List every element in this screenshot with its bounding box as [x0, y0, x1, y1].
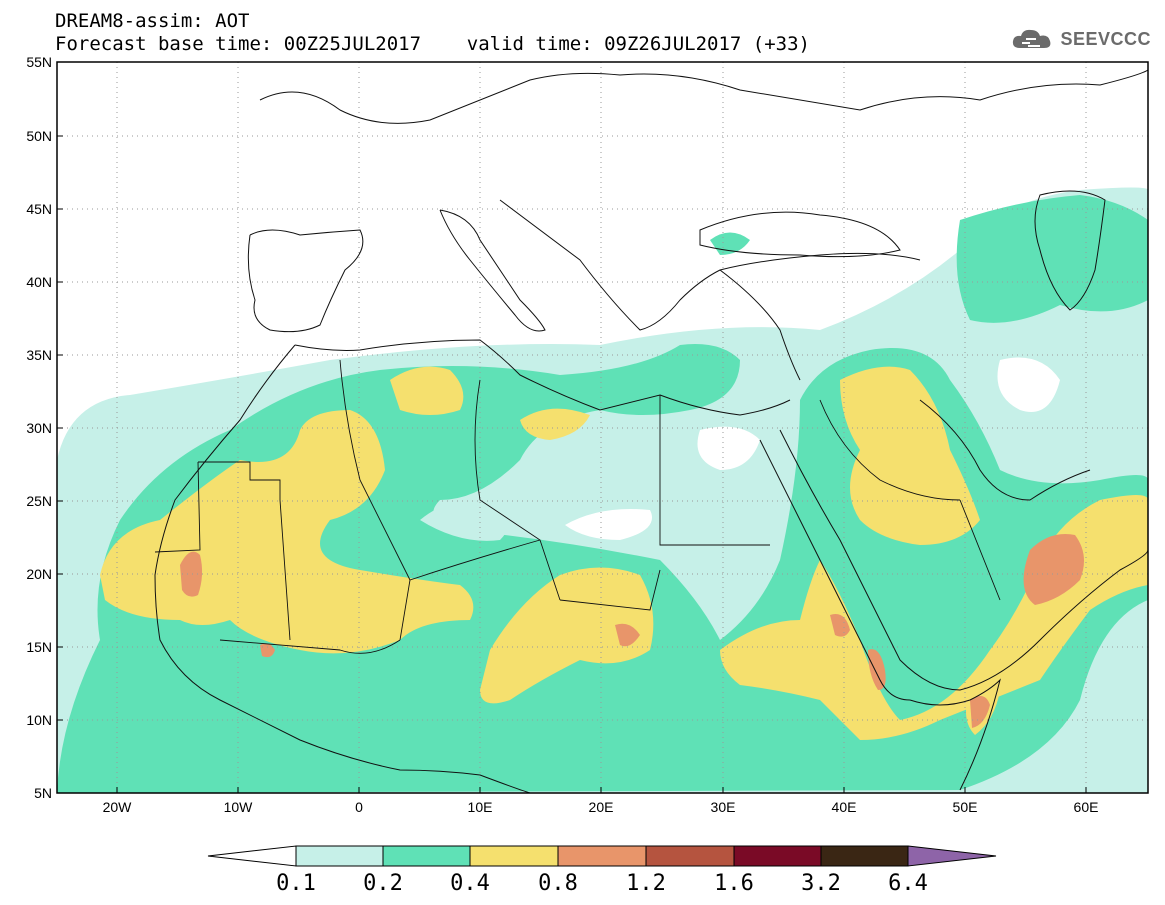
lon-label: 20W — [103, 799, 133, 815]
colorbar-swatch — [820, 845, 909, 867]
lat-label: 10N — [26, 712, 52, 728]
lat-label: 35N — [26, 347, 52, 363]
colorbar-label: 0.8 — [538, 871, 578, 896]
lon-label: 60E — [1074, 799, 1099, 815]
graticule — [57, 62, 1148, 793]
colorbar-swatch — [645, 845, 735, 867]
lat-label: 50N — [26, 128, 52, 144]
colorbar-swatch — [295, 845, 384, 867]
map-title: DREAM8-assim: AOT — [55, 10, 250, 32]
colorbar-label: 1.2 — [626, 871, 666, 896]
lon-label: 40E — [832, 799, 857, 815]
borders — [154, 359, 1001, 654]
lat-label: 55N — [26, 54, 52, 70]
colorbar-swatch — [469, 845, 559, 867]
coastlines — [154, 69, 1148, 793]
colorbar-min-arrow — [207, 845, 297, 867]
logo-text: SEEVCCC — [1060, 28, 1151, 49]
aot-clear-patch — [420, 495, 510, 541]
colorbar-label: 0.1 — [276, 871, 316, 896]
colorbar-label: 0.4 — [450, 871, 490, 896]
cloud-icon — [1013, 29, 1051, 48]
colorbar-label: 0.2 — [363, 871, 403, 896]
colorbar: 0.1 0.2 0.4 0.8 1.2 1.6 3.2 6.4 — [207, 845, 997, 896]
colorbar-swatch — [733, 845, 822, 867]
lat-label: 30N — [26, 420, 52, 436]
colorbar-swatch — [557, 845, 647, 867]
lat-label: 15N — [26, 639, 52, 655]
lon-label: 0 — [355, 799, 363, 815]
colorbar-label: 6.4 — [888, 871, 928, 896]
lon-labels: 20W 10W 0 10E 20E 30E 40E 50E 60E — [103, 799, 1099, 815]
lat-label: 45N — [26, 201, 52, 217]
axis-ticks — [57, 61, 1087, 794]
lat-labels: 55N 50N 45N 40N 35N 30N 25N 20N 15N 10N … — [26, 54, 52, 801]
colorbar-swatch — [382, 845, 471, 867]
lat-label: 5N — [34, 785, 52, 801]
lat-label: 25N — [26, 493, 52, 509]
lon-label: 30E — [711, 799, 736, 815]
lat-label: 40N — [26, 274, 52, 290]
lon-label: 10W — [224, 799, 254, 815]
aot-contour-0.8 — [180, 534, 1084, 728]
colorbar-label: 1.6 — [714, 871, 754, 896]
lon-label: 10E — [468, 799, 493, 815]
colorbar-label: 3.2 — [801, 871, 841, 896]
lat-label: 20N — [26, 566, 52, 582]
map-subtitle: Forecast base time: 00Z25JUL2017 valid t… — [55, 33, 810, 55]
lon-label: 50E — [953, 799, 978, 815]
aot-field — [57, 62, 1148, 793]
colorbar-max-arrow — [907, 845, 997, 867]
lon-label: 20E — [589, 799, 614, 815]
aot-low-areas — [57, 62, 1148, 540]
logo: SEEVCCC — [1010, 26, 1151, 52]
